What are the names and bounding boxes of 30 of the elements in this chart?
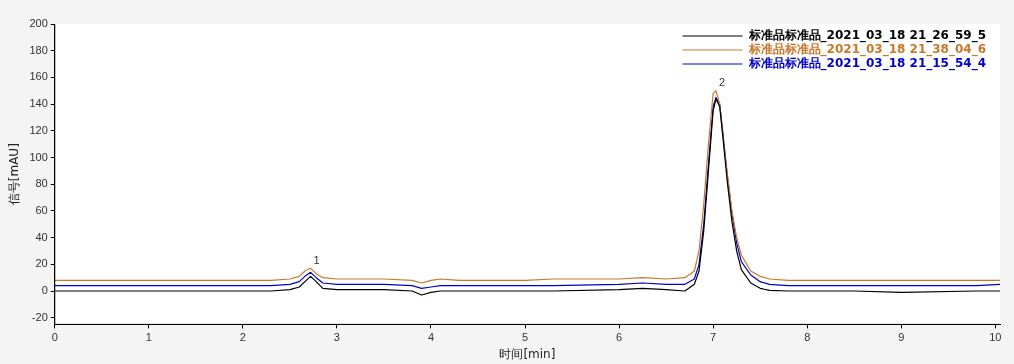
y-tick-label: 80 (35, 177, 48, 190)
annotation: 1 (313, 253, 320, 266)
x-tick-label: 4 (427, 331, 435, 344)
y-tick-label: 180 (29, 43, 48, 56)
annotation: 2 (718, 76, 726, 89)
legend-label: 标准品标准品_2021_03_18 21_15_54_4 (747, 56, 986, 72)
x-tick-label: 9 (898, 331, 905, 344)
y-tick-label: 200 (29, 17, 48, 30)
x-tick-label: 0 (51, 331, 58, 344)
y-tick-label: 160 (29, 70, 48, 83)
x-axis-title: 时间[min] (499, 346, 556, 361)
legend-label: 标准品标准品_2021_03_18 21_26_59_5 (747, 28, 986, 44)
x-tick-label: 2 (239, 331, 246, 344)
y-axis-title: 信号[mAU] (7, 143, 22, 206)
x-tick-label: 10 (989, 331, 1002, 344)
x-tick-label: 6 (616, 331, 623, 344)
y-tick-label: 100 (29, 150, 48, 163)
x-tick-label: 1 (145, 331, 152, 344)
y-tick-label: -20 (31, 310, 48, 323)
x-tick-label: 3 (333, 331, 340, 344)
y-tick-label: 20 (35, 257, 48, 270)
x-tick-label: 5 (521, 331, 529, 344)
y-tick-label: 140 (29, 97, 48, 110)
legend-label: 标准品标准品_2021_03_18 21_38_04_6 (747, 42, 986, 58)
y-tick-label: 40 (35, 230, 48, 243)
x-tick-label: 7 (710, 331, 717, 344)
y-tick-label: 60 (35, 203, 48, 216)
x-tick-label: 8 (804, 331, 811, 344)
y-tick-label: 120 (29, 123, 48, 136)
y-tick-label: 0 (41, 284, 48, 297)
